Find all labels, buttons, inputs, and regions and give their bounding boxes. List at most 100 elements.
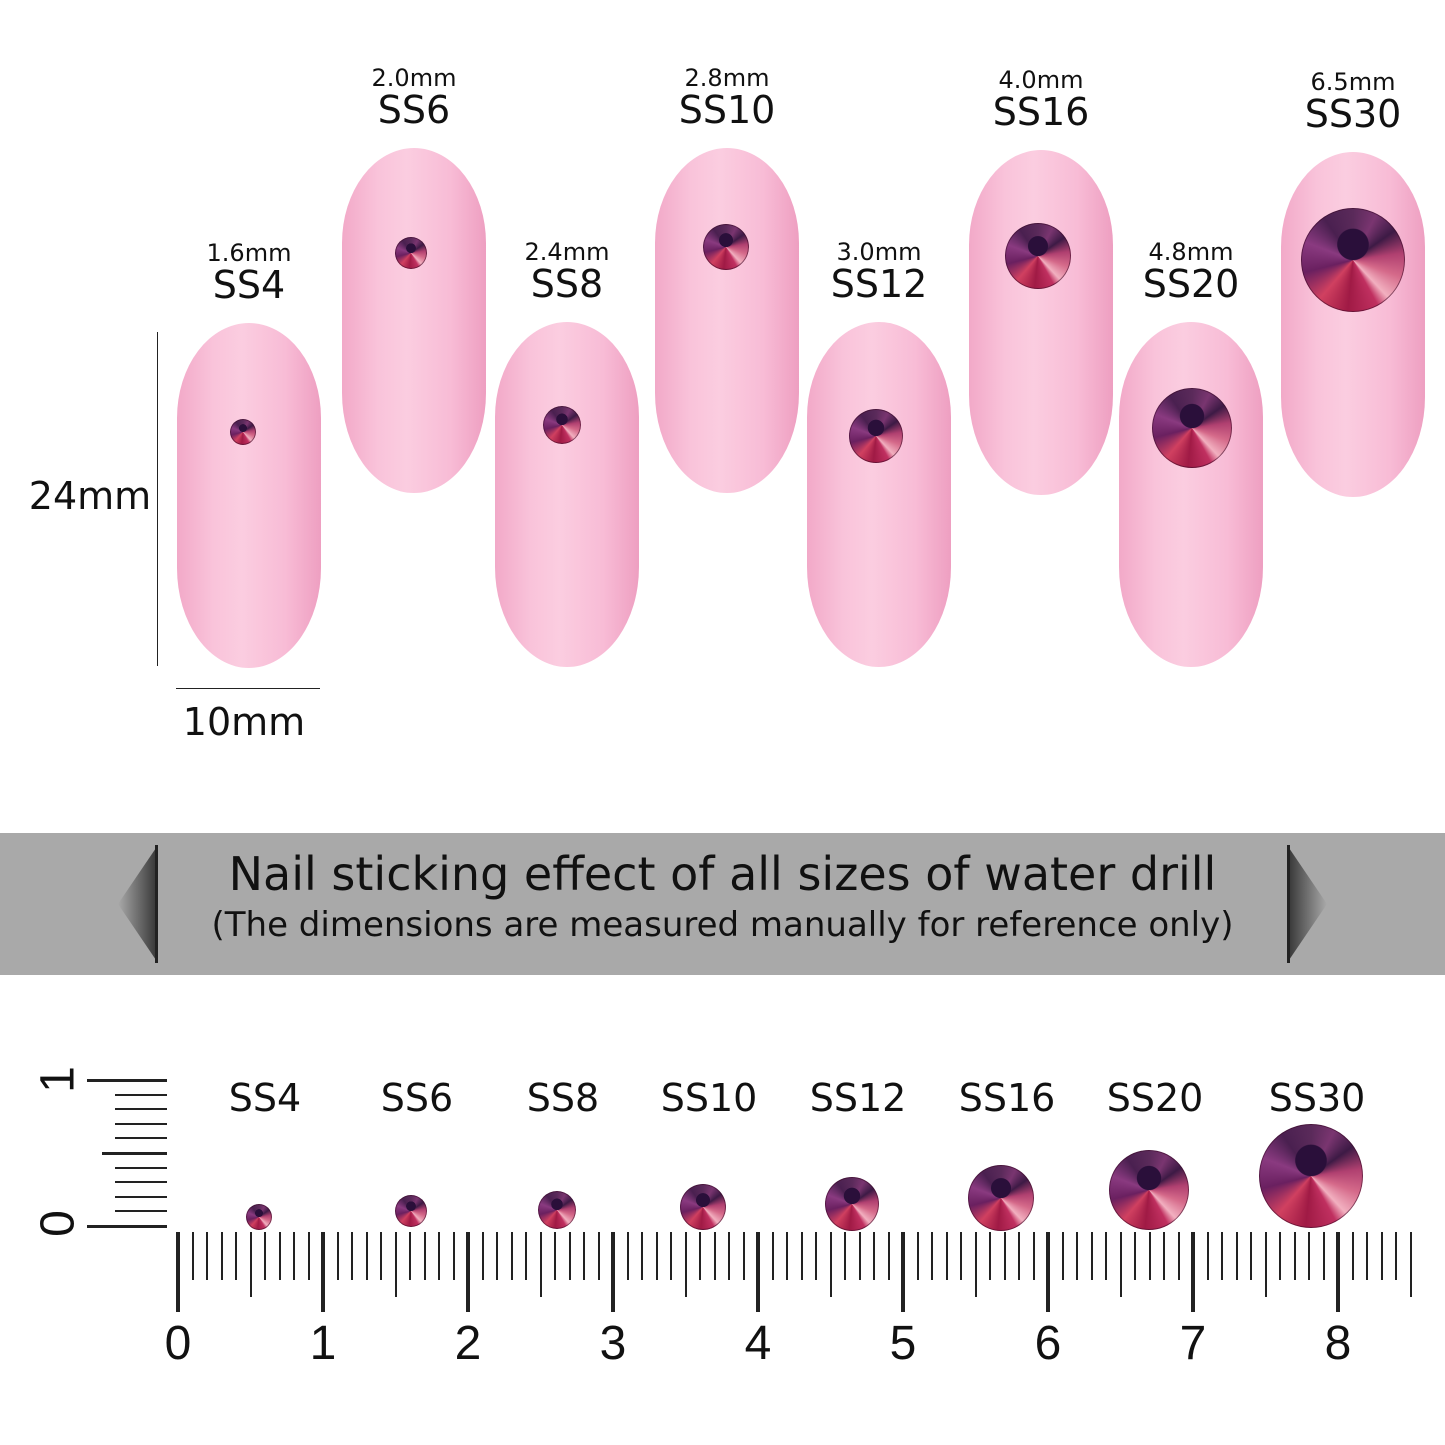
ruler-tick [1235, 1232, 1238, 1280]
ruler-tick [1148, 1232, 1151, 1280]
ruler-tick [115, 1108, 167, 1111]
ruler-tick [1018, 1232, 1020, 1280]
ruler-tick [844, 1232, 846, 1280]
ruler-tick [1351, 1232, 1354, 1280]
ruler-tick [873, 1232, 875, 1280]
ruler-tick [554, 1232, 556, 1280]
ruler-tick [1134, 1232, 1136, 1280]
nail-mm-label: 4.8mm [1148, 238, 1234, 266]
nail-size-label: SS16 [992, 90, 1090, 134]
ruler-tick [756, 1232, 760, 1312]
ruler-tick [1076, 1232, 1078, 1280]
ruler-tick [887, 1232, 890, 1280]
ruler-tick [829, 1232, 832, 1297]
ruler-tick [87, 1079, 167, 1082]
ruler-tick [1046, 1232, 1050, 1312]
ruler-size-label: SS30 [1268, 1076, 1366, 1120]
rhinestone-on-ruler [825, 1177, 879, 1231]
ruler-tick [713, 1232, 716, 1280]
ruler-tick [115, 1195, 167, 1198]
ruler-size-label: SS4 [228, 1076, 302, 1120]
ruler-tick [699, 1232, 701, 1280]
ruler-tick [1221, 1232, 1223, 1280]
nail-mm-label: 6.5mm [1310, 68, 1396, 96]
ruler-number: 3 [599, 1317, 627, 1370]
ruler-tick [409, 1232, 411, 1280]
nail-mm-label: 4.0mm [998, 66, 1084, 94]
ruler-tick [307, 1232, 310, 1280]
ruler-tick [1105, 1232, 1107, 1280]
banner: Nail sticking effect of all sizes of wat… [0, 833, 1445, 975]
height-dimension-line [157, 332, 158, 666]
nail-size-label: SS20 [1142, 262, 1240, 306]
ruler-tick [249, 1232, 252, 1297]
ruler-tick [626, 1232, 629, 1280]
ruler-tick [264, 1232, 266, 1280]
ruler-tick [945, 1232, 948, 1280]
ruler-tick [1163, 1232, 1165, 1280]
ruler-tick [1279, 1232, 1281, 1280]
rhinestone-on-nail [230, 419, 256, 445]
ruler-tick [670, 1232, 672, 1280]
ruler-tick [974, 1232, 977, 1297]
ruler-tick [916, 1232, 919, 1280]
width-dimension-line [176, 688, 320, 689]
rhinestone-on-nail [849, 409, 903, 463]
rhinestone-on-ruler [1109, 1150, 1189, 1230]
ruler-tick [115, 1137, 167, 1140]
ruler-tick [115, 1093, 167, 1096]
ruler-tick [191, 1232, 194, 1280]
ruler-tick [394, 1232, 397, 1297]
ruler-tick [858, 1232, 861, 1280]
ruler-tick [510, 1232, 513, 1280]
left-arrow-icon [118, 845, 158, 963]
ruler-size-label: SS12 [809, 1076, 907, 1120]
ruler-tick [641, 1232, 643, 1280]
ruler-size-label: SS20 [1106, 1076, 1204, 1120]
ruler-tick [1090, 1232, 1093, 1280]
ruler-tick [423, 1232, 426, 1280]
nail [495, 322, 639, 667]
ruler-tick [115, 1122, 167, 1125]
ruler-tick [960, 1232, 962, 1280]
ruler-tick [539, 1232, 542, 1297]
nail-size-label: SS8 [530, 262, 604, 306]
banner-subtitle: (The dimensions are measured manually fo… [211, 905, 1234, 945]
nail [807, 322, 951, 667]
ruler-tick [102, 1152, 167, 1155]
rhinestone-on-ruler [395, 1195, 427, 1227]
ruler-tick [115, 1166, 167, 1169]
ruler-size-label: SS10 [660, 1076, 758, 1120]
ruler-tick [800, 1232, 803, 1280]
ruler-tick [742, 1232, 745, 1280]
ruler-tick [220, 1232, 223, 1280]
rhinestone-on-nail [1152, 388, 1232, 468]
nail-mm-label: 2.4mm [524, 238, 610, 266]
ruler-tick [336, 1232, 339, 1280]
rhinestone-on-nail [703, 224, 749, 270]
right-arrow-icon [1287, 845, 1327, 963]
ruler-tick [235, 1232, 237, 1280]
nail [1281, 152, 1425, 497]
ruler-tick [786, 1232, 788, 1280]
ruler-tick [568, 1232, 571, 1280]
ruler-tick [1061, 1232, 1064, 1280]
rhinestone-on-ruler [538, 1191, 576, 1229]
ruler-tick [684, 1232, 687, 1297]
rhinestone-on-nail [543, 406, 581, 444]
ruler-tick [321, 1232, 325, 1312]
nail-mm-label: 2.8mm [684, 64, 770, 92]
nail [1119, 322, 1263, 667]
ruler-size-label: SS8 [526, 1076, 600, 1120]
banner-title: Nail sticking effect of all sizes of wat… [228, 847, 1217, 901]
nail-size-label: SS30 [1304, 92, 1402, 136]
rhinestone-on-ruler [680, 1184, 726, 1230]
rhinestone-on-nail [395, 237, 427, 269]
ruler-tick [496, 1232, 498, 1280]
ruler-tick [1191, 1232, 1195, 1312]
ruler-tick [438, 1232, 440, 1280]
rhinestone-on-ruler [968, 1165, 1034, 1231]
ruler-tick [1293, 1232, 1296, 1280]
ruler-tick [1336, 1232, 1340, 1312]
ruler-number: 0 [164, 1317, 192, 1370]
